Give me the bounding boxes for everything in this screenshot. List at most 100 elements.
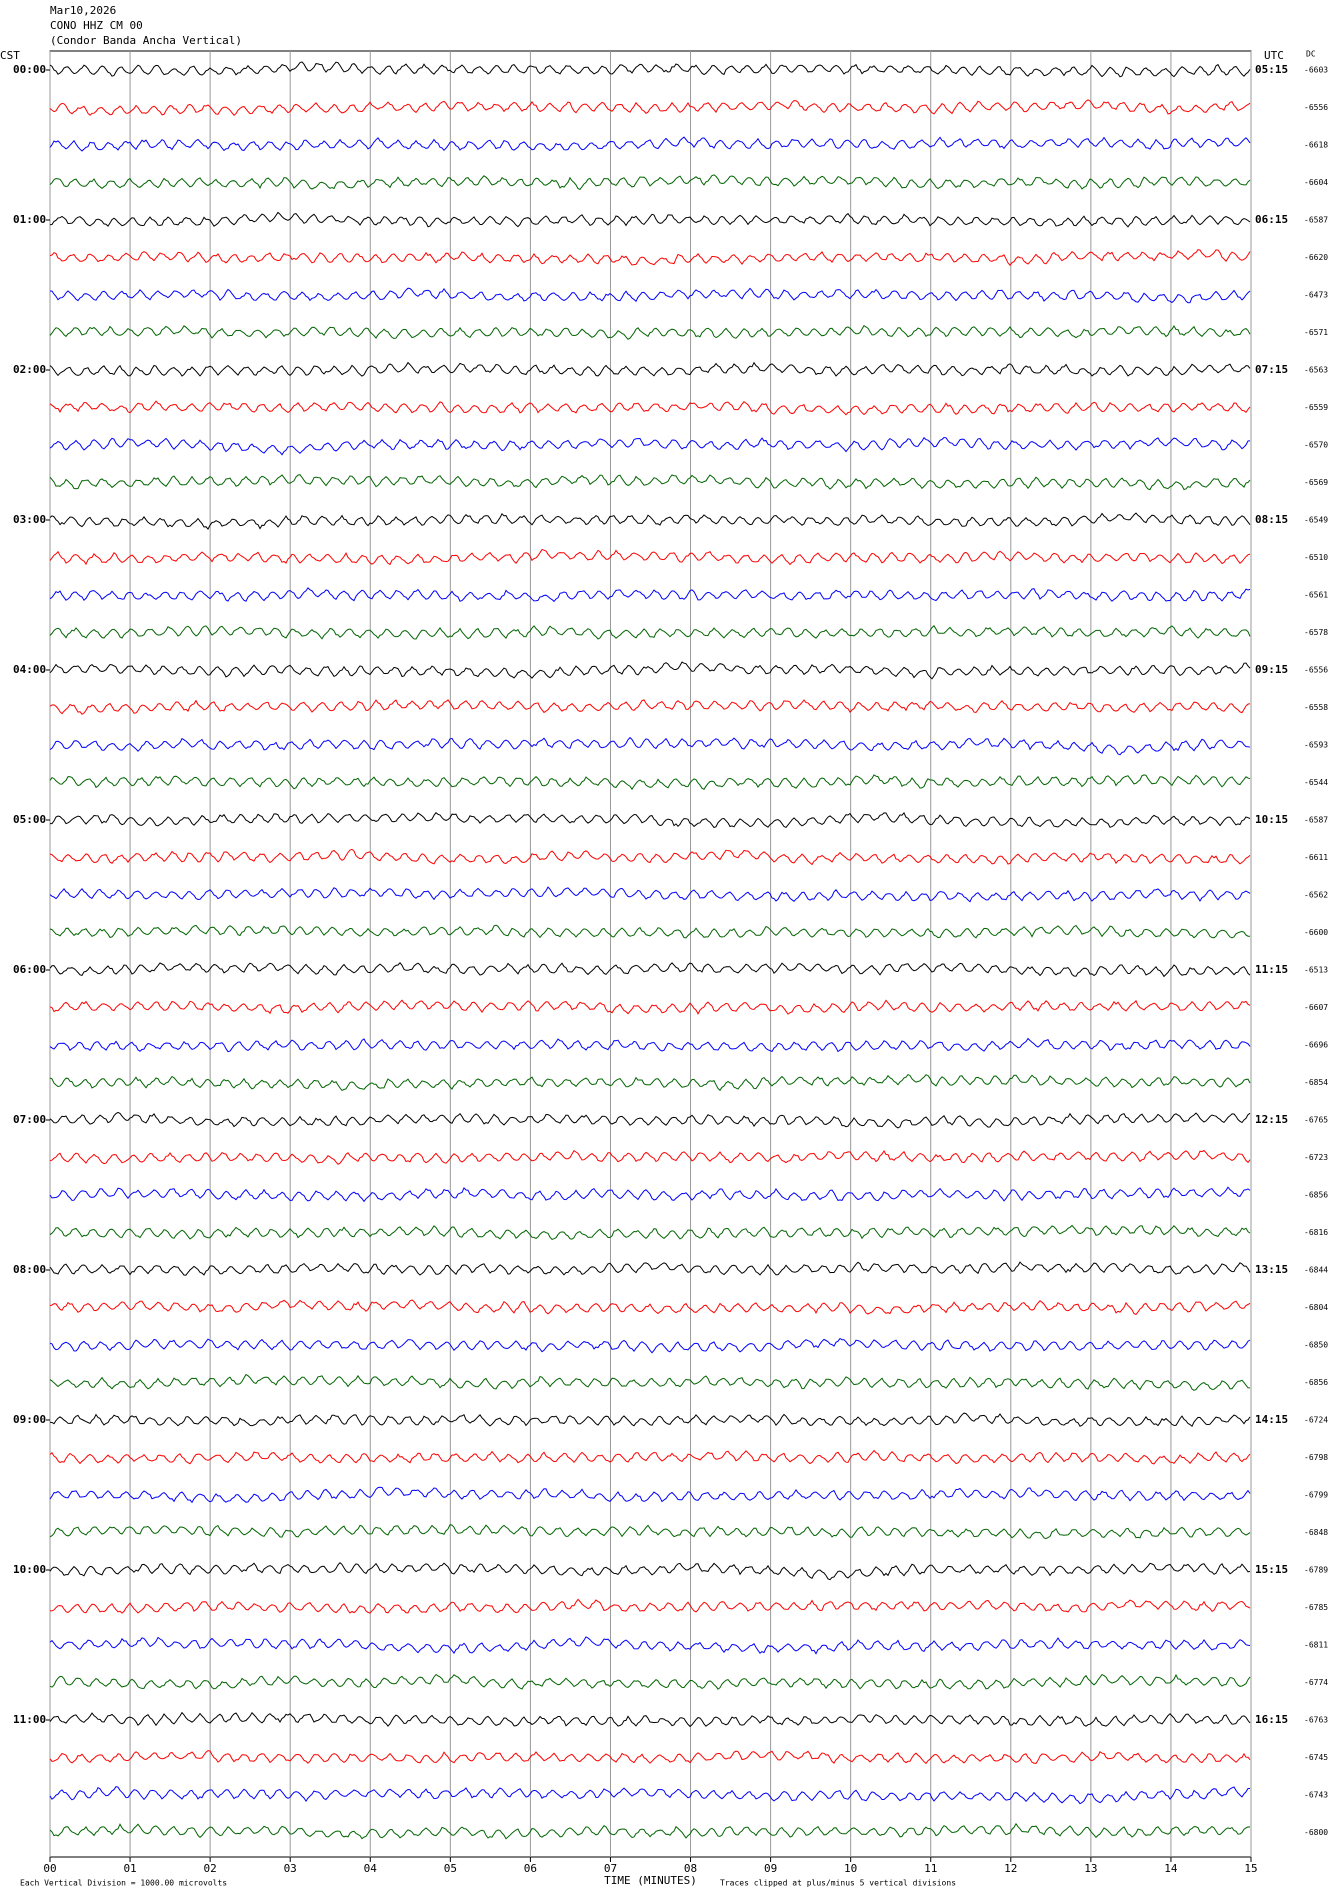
cst-label: 11:00 bbox=[13, 1713, 46, 1726]
x-tick-label: 09 bbox=[764, 1862, 777, 1875]
trace bbox=[50, 811, 1251, 829]
dc-value: -6571 bbox=[1304, 328, 1328, 337]
dc-value: -6563 bbox=[1304, 366, 1328, 375]
trace bbox=[49, 1524, 1251, 1540]
trace bbox=[49, 1186, 1251, 1203]
utc-label: 09:15 bbox=[1255, 663, 1288, 676]
trace bbox=[49, 1486, 1251, 1504]
right-axis-title: UTC bbox=[1264, 49, 1284, 62]
trace bbox=[49, 1261, 1251, 1276]
utc-label: 06:15 bbox=[1255, 213, 1288, 226]
trace bbox=[49, 1299, 1251, 1316]
dc-value: -6620 bbox=[1304, 253, 1328, 262]
dc-value: -6561 bbox=[1304, 591, 1328, 600]
dc-value: -6544 bbox=[1304, 778, 1328, 787]
trace bbox=[49, 661, 1251, 680]
trace bbox=[49, 1224, 1251, 1240]
cst-label: 07:00 bbox=[13, 1113, 46, 1126]
trace bbox=[49, 361, 1251, 377]
trace bbox=[49, 99, 1251, 117]
plot-frame bbox=[49, 50, 1252, 1858]
utc-label: 12:15 bbox=[1255, 1113, 1288, 1126]
dc-value: -6848 bbox=[1304, 1528, 1328, 1537]
trace bbox=[49, 736, 1251, 756]
trace bbox=[49, 886, 1251, 903]
trace bbox=[49, 848, 1251, 866]
dc-value: -6774 bbox=[1304, 1678, 1328, 1687]
x-tick-label: 13 bbox=[1084, 1862, 1097, 1875]
trace bbox=[49, 962, 1251, 978]
trace bbox=[49, 1786, 1250, 1805]
utc-label: 16:15 bbox=[1255, 1713, 1288, 1726]
cst-label: 00:00 bbox=[13, 63, 46, 76]
trace bbox=[49, 1750, 1251, 1765]
x-tick-label: 00 bbox=[43, 1862, 56, 1875]
dc-value: -6798 bbox=[1304, 1453, 1328, 1462]
dc-value: -6785 bbox=[1304, 1603, 1328, 1612]
dc-value: -6556 bbox=[1304, 666, 1328, 675]
utc-label: 11:15 bbox=[1255, 963, 1288, 976]
footer-left: Each Vertical Division = 1000.00 microvo… bbox=[20, 1879, 227, 1888]
trace bbox=[49, 1073, 1251, 1092]
header-station: CONO HHZ CM 00 bbox=[50, 19, 143, 32]
trace bbox=[49, 474, 1251, 491]
trace bbox=[49, 548, 1251, 566]
x-tick-label: 02 bbox=[204, 1862, 217, 1875]
trace bbox=[49, 325, 1251, 340]
dc-value: -6844 bbox=[1304, 1266, 1328, 1275]
dc-value: -6578 bbox=[1304, 628, 1328, 637]
dc-value: -6559 bbox=[1304, 403, 1328, 412]
cst-label: 08:00 bbox=[13, 1263, 46, 1276]
dc-value: -6587 bbox=[1304, 816, 1328, 825]
cst-label: 06:00 bbox=[13, 963, 46, 976]
cst-label: 03:00 bbox=[13, 513, 46, 526]
trace bbox=[49, 1598, 1251, 1614]
dc-value: -6800 bbox=[1304, 1828, 1328, 1837]
trace bbox=[49, 1149, 1251, 1165]
dc-value: -6510 bbox=[1304, 553, 1328, 562]
dc-value: -6593 bbox=[1304, 741, 1328, 750]
cst-label: 02:00 bbox=[13, 363, 46, 376]
utc-label: 15:15 bbox=[1255, 1563, 1288, 1576]
cst-label: 04:00 bbox=[13, 663, 46, 676]
dc-value: -6765 bbox=[1304, 1116, 1328, 1125]
utc-label: 13:15 bbox=[1255, 1263, 1288, 1276]
trace bbox=[49, 625, 1251, 640]
header-date: Mar10,2026 bbox=[50, 4, 116, 17]
dc-value: -6723 bbox=[1304, 1153, 1328, 1162]
header-description: (Condor Banda Ancha Vertical) bbox=[50, 34, 242, 47]
dc-value: -6799 bbox=[1304, 1491, 1328, 1500]
x-tick-label: 12 bbox=[1004, 1862, 1017, 1875]
trace bbox=[49, 699, 1251, 715]
cst-label: 09:00 bbox=[13, 1413, 46, 1426]
dc-value: -6558 bbox=[1304, 703, 1328, 712]
dc-value: -6696 bbox=[1304, 1041, 1328, 1050]
dc-value: -6804 bbox=[1304, 1303, 1328, 1312]
x-tick-label: 14 bbox=[1164, 1862, 1178, 1875]
dc-value: -6603 bbox=[1304, 66, 1328, 75]
trace bbox=[49, 136, 1251, 152]
x-tick-label: 04 bbox=[364, 1862, 378, 1875]
dc-value: -6600 bbox=[1304, 928, 1328, 937]
trace bbox=[49, 1562, 1251, 1581]
utc-label: 08:15 bbox=[1255, 513, 1288, 526]
dc-value: -6745 bbox=[1304, 1753, 1328, 1762]
dc-value: -6789 bbox=[1304, 1566, 1328, 1575]
dc-value: -6556 bbox=[1304, 103, 1328, 112]
dc-value: -6587 bbox=[1304, 216, 1328, 225]
dc-value: -6562 bbox=[1304, 891, 1328, 900]
utc-label: 14:15 bbox=[1255, 1413, 1288, 1426]
dc-value: -6811 bbox=[1304, 1641, 1328, 1650]
x-tick-label: 06 bbox=[524, 1862, 537, 1875]
utc-label: 05:15 bbox=[1255, 63, 1288, 76]
x-tick-label: 11 bbox=[924, 1862, 937, 1875]
trace bbox=[49, 1711, 1251, 1728]
x-tick-label: 15 bbox=[1244, 1862, 1257, 1875]
dc-value: -6856 bbox=[1304, 1191, 1328, 1200]
dc-value: -6604 bbox=[1304, 178, 1328, 187]
dc-value: -6569 bbox=[1304, 478, 1328, 487]
trace bbox=[49, 287, 1251, 304]
trace bbox=[49, 1111, 1251, 1129]
